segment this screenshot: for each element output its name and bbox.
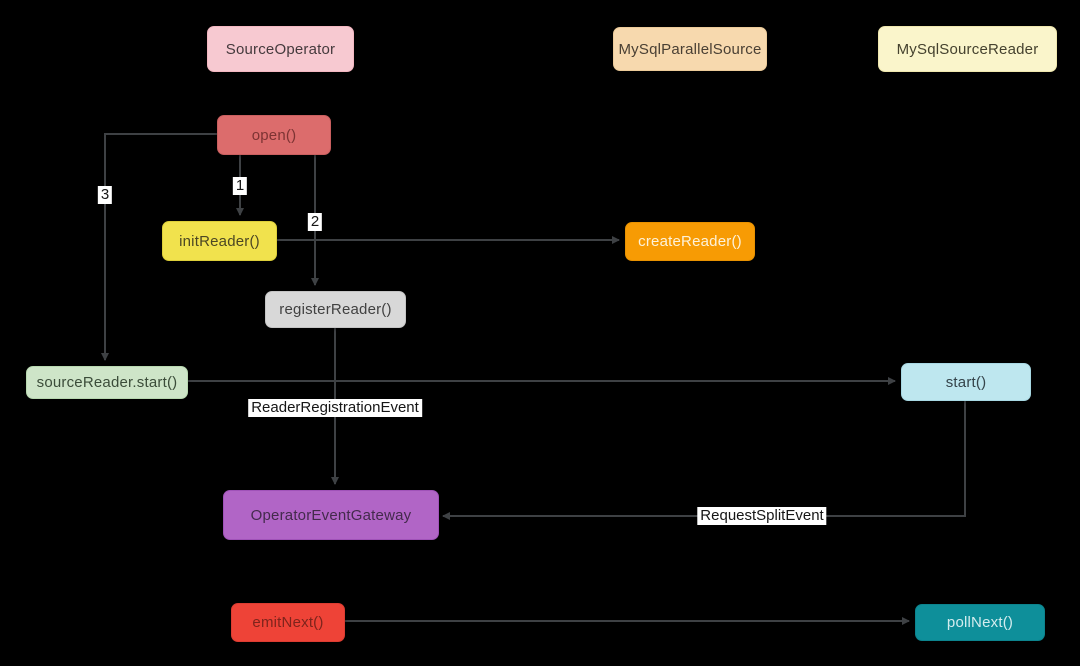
node-emit-next: emitNext() — [231, 603, 345, 642]
node-register-reader: registerReader() — [265, 291, 406, 328]
edge-label-step-2: 2 — [307, 213, 323, 231]
node-mysql-source-reader: MySqlSourceReader — [878, 26, 1057, 72]
edge-label-step-1: 1 — [232, 177, 248, 195]
node-start: start() — [901, 363, 1031, 401]
edge-label-step-3: 3 — [97, 186, 113, 204]
node-open: open() — [217, 115, 331, 155]
node-source-reader-start: sourceReader.start() — [26, 366, 188, 399]
edge-label-request-split-event: RequestSplitEvent — [697, 507, 827, 525]
node-mysql-parallel-source: MySqlParallelSource — [613, 27, 767, 71]
node-operator-event-gateway: OperatorEventGateway — [223, 490, 439, 540]
node-poll-next: pollNext() — [915, 604, 1045, 641]
edge-label-reader-registration-event: ReaderRegistrationEvent — [248, 399, 422, 417]
edge-start-to-gateway — [442, 399, 966, 520]
node-init-reader: initReader() — [162, 221, 277, 261]
node-create-reader: createReader() — [625, 222, 755, 261]
edge-open-to-sourcereaderstart — [101, 133, 217, 361]
node-source-operator: SourceOperator — [207, 26, 354, 72]
